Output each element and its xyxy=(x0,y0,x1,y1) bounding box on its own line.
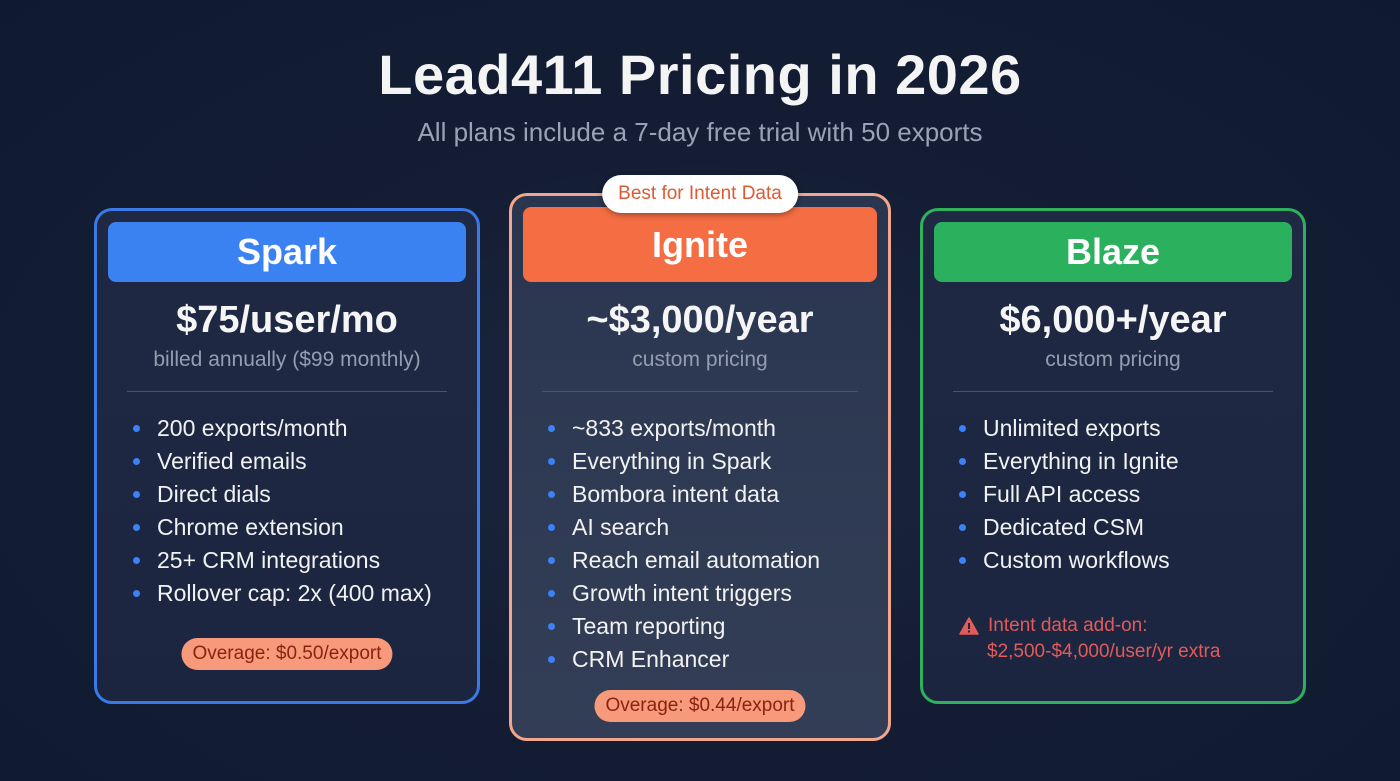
bullet-icon xyxy=(548,458,555,465)
bullet-icon xyxy=(548,524,555,531)
feature-item: 200 exports/month xyxy=(133,412,432,445)
feature-list-spark: 200 exports/month Verified emails Direct… xyxy=(133,412,432,610)
feature-item: Everything in Spark xyxy=(548,445,820,478)
overage-badge-spark: Overage: $0.50/export xyxy=(181,638,393,670)
bullet-icon xyxy=(133,491,140,498)
bullet-icon xyxy=(959,425,966,432)
page-header: Lead411 Pricing in 2026 All plans includ… xyxy=(0,40,1400,150)
plan-card-spark: Spark $75/user/mo billed annually ($99 m… xyxy=(94,208,480,704)
plan-card-ignite: Ignite Best for Intent Data ~$3,000/year… xyxy=(509,175,891,741)
bullet-icon xyxy=(959,458,966,465)
plan-price-spark: $75/user/mo xyxy=(176,299,398,341)
bullet-icon xyxy=(548,557,555,564)
feature-item: 25+ CRM integrations xyxy=(133,544,432,577)
bullet-icon xyxy=(133,425,140,432)
divider xyxy=(953,391,1273,392)
bullet-icon xyxy=(959,557,966,564)
bullet-icon xyxy=(133,524,140,531)
bullet-icon xyxy=(548,656,555,663)
feature-item: CRM Enhancer xyxy=(548,643,820,676)
warning-line-1: Intent data add-on: xyxy=(988,615,1148,636)
feature-item: Dedicated CSM xyxy=(959,511,1179,544)
plan-name-blaze: Blaze xyxy=(934,222,1292,282)
plan-price-note-blaze: custom pricing xyxy=(1045,348,1181,371)
plan-name-spark: Spark xyxy=(108,222,466,282)
divider xyxy=(542,391,858,392)
bullet-icon xyxy=(133,557,140,564)
best-for-badge: Best for Intent Data xyxy=(602,175,798,213)
bullet-icon xyxy=(959,491,966,498)
plan-price-note-spark: billed annually ($99 monthly) xyxy=(153,348,421,371)
bullet-icon xyxy=(548,590,555,597)
feature-list-blaze: Unlimited exports Everything in Ignite F… xyxy=(959,412,1179,577)
page-title: Lead411 Pricing in 2026 xyxy=(378,43,1022,106)
warning-triangle-icon xyxy=(959,617,979,635)
feature-item: Full API access xyxy=(959,478,1179,511)
bullet-icon xyxy=(133,590,140,597)
feature-item: Custom workflows xyxy=(959,544,1179,577)
feature-item: Rollover cap: 2x (400 max) xyxy=(133,577,432,610)
feature-item: Unlimited exports xyxy=(959,412,1179,445)
feature-item: Chrome extension xyxy=(133,511,432,544)
feature-item: AI search xyxy=(548,511,820,544)
bullet-icon xyxy=(548,623,555,630)
bullet-icon xyxy=(959,524,966,531)
feature-item: Direct dials xyxy=(133,478,432,511)
plan-card-blaze: Blaze $6,000+/year custom pricing Unlimi… xyxy=(920,208,1306,704)
warning-line-2: $2,500-$4,000/user/yr extra xyxy=(987,641,1221,662)
feature-item: ~833 exports/month xyxy=(548,412,820,445)
plan-price-blaze: $6,000+/year xyxy=(999,299,1227,341)
page-subtitle: All plans include a 7-day free trial wit… xyxy=(417,117,983,147)
feature-item: Bombora intent data xyxy=(548,478,820,511)
feature-item: Team reporting xyxy=(548,610,820,643)
plan-name-ignite: Ignite xyxy=(523,207,877,282)
feature-item: Everything in Ignite xyxy=(959,445,1179,478)
feature-item: Reach email automation xyxy=(548,544,820,577)
divider xyxy=(127,391,447,392)
bullet-icon xyxy=(548,491,555,498)
bullet-icon xyxy=(133,458,140,465)
intent-addon-warning: Intent data add-on: $2,500-$4,000/user/y… xyxy=(959,613,1220,665)
feature-list-ignite: ~833 exports/month Everything in Spark B… xyxy=(548,412,820,676)
plan-price-note-ignite: custom pricing xyxy=(632,348,768,371)
feature-item: Growth intent triggers xyxy=(548,577,820,610)
bullet-icon xyxy=(548,425,555,432)
overage-badge-ignite: Overage: $0.44/export xyxy=(594,690,806,722)
feature-item: Verified emails xyxy=(133,445,432,478)
plan-price-ignite: ~$3,000/year xyxy=(586,299,814,341)
